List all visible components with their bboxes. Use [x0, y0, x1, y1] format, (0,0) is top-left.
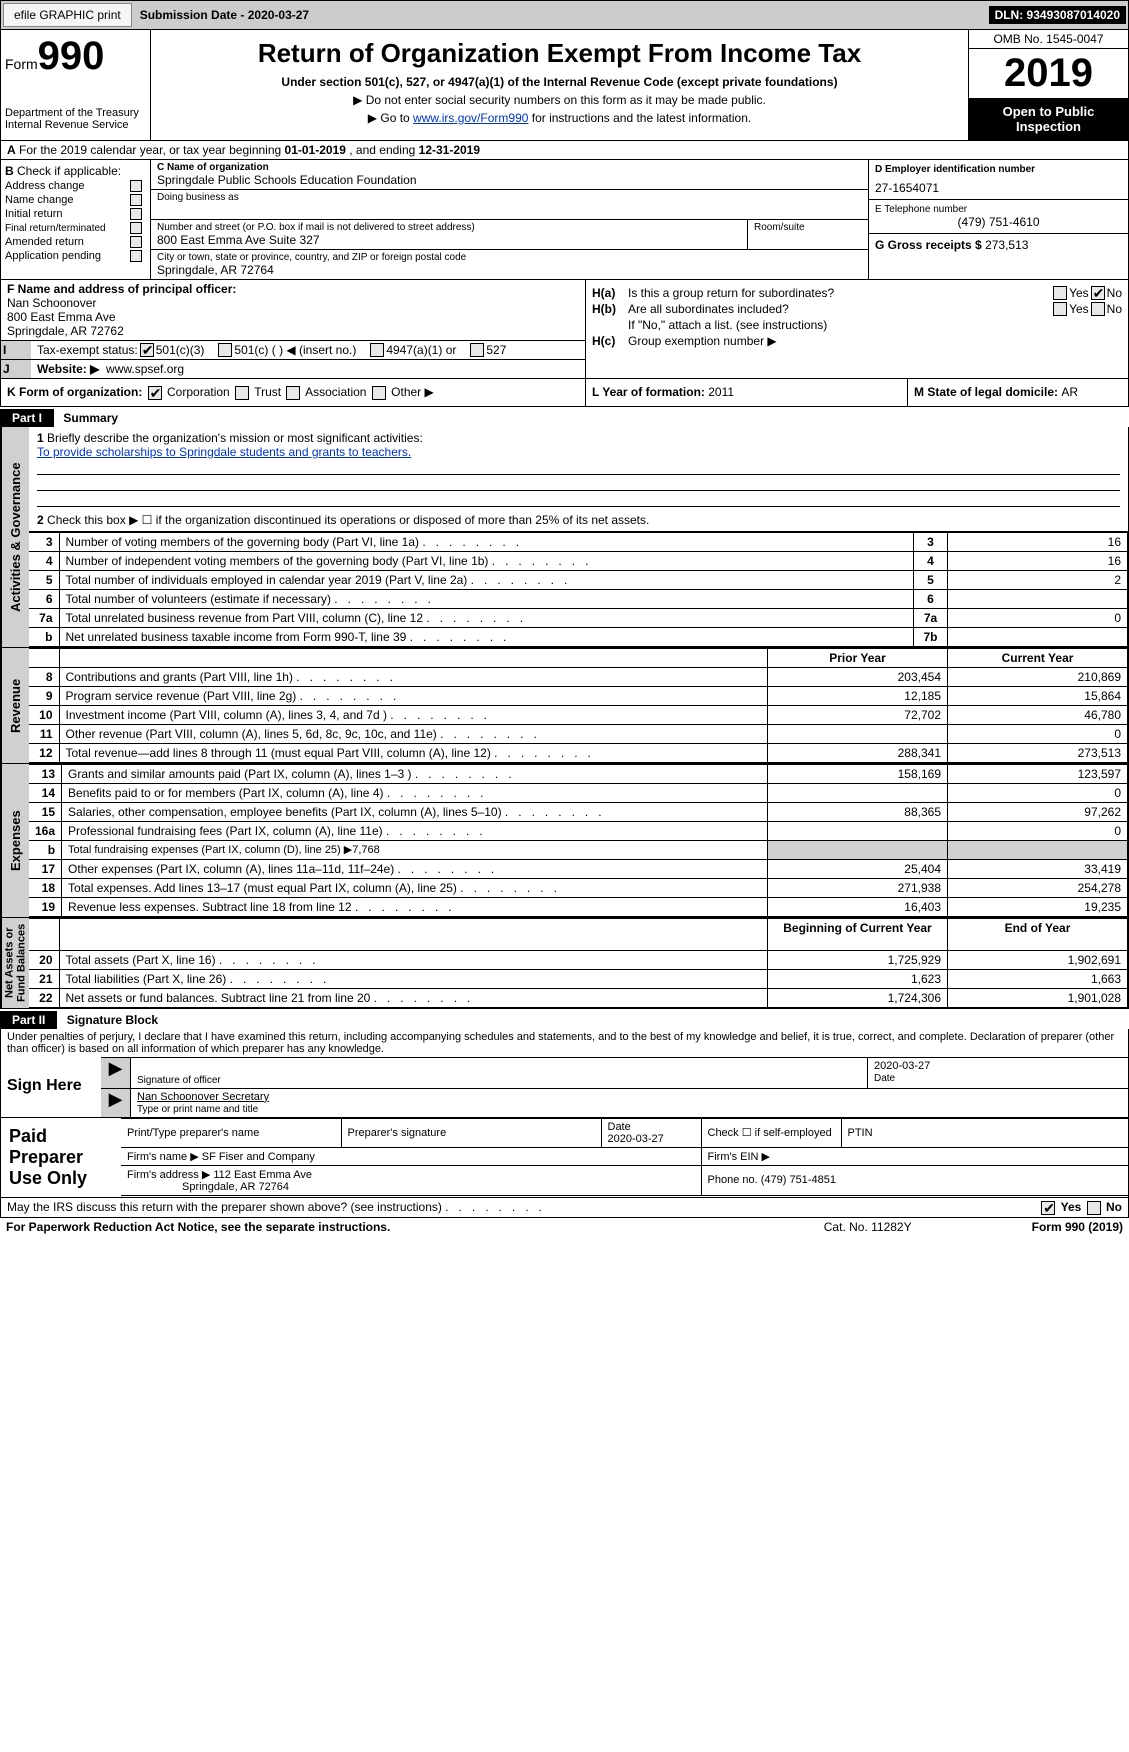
chk-527[interactable] — [470, 343, 484, 357]
sign-here-label: Sign Here — [1, 1057, 101, 1117]
checkbox-icon — [130, 194, 142, 206]
expenses-table: 13Grants and similar amounts paid (Part … — [29, 764, 1128, 917]
omb-no: OMB No. 1545-0047 — [969, 30, 1128, 49]
footer: For Paperwork Reduction Act Notice, see … — [0, 1218, 1129, 1236]
chk-final-return[interactable]: Final return/terminated — [5, 222, 146, 234]
discuss-row: May the IRS discuss this return with the… — [0, 1198, 1129, 1218]
website: www.spsef.org — [106, 362, 184, 376]
period-end: 12-31-2019 — [419, 143, 480, 157]
chk-501c3[interactable] — [140, 343, 154, 357]
dln: DLN: 93493087014020 — [989, 6, 1126, 24]
ha-no[interactable] — [1091, 286, 1105, 300]
hb-no[interactable] — [1091, 302, 1105, 316]
chk-501c[interactable] — [218, 343, 232, 357]
cat-no: Cat. No. 11282Y — [824, 1220, 912, 1234]
officer-addr1: 800 East Emma Ave — [7, 310, 116, 324]
form-no-footer: Form 990 (2019) — [1032, 1220, 1123, 1234]
firm-addr: 112 East Emma Ave — [213, 1169, 312, 1181]
state-domicile: AR — [1061, 385, 1078, 399]
chk-assoc[interactable] — [286, 386, 300, 400]
chk-initial-return[interactable]: Initial return — [5, 208, 146, 220]
chk-amended[interactable]: Amended return — [5, 236, 146, 248]
top-bar: efile GRAPHIC print Submission Date - 20… — [0, 0, 1129, 30]
firm-phone: Phone no. (479) 751-4851 — [701, 1165, 1128, 1195]
checkbox-icon — [130, 180, 142, 192]
paid-preparer-label: Paid Preparer Use Only — [1, 1118, 121, 1197]
firm-name: SF Fiser and Company — [202, 1151, 315, 1163]
mission-link[interactable]: To provide scholarships to Springdale st… — [37, 445, 411, 459]
part-1: Part I Summary — [0, 407, 1129, 427]
part1-header: Part I — [0, 409, 54, 427]
checkbox-icon — [130, 208, 142, 220]
officer-addr2: Springdale, AR 72762 — [7, 324, 124, 338]
ein: 27-1654071 — [875, 181, 1122, 195]
form-title: Return of Organization Exempt From Incom… — [155, 38, 964, 69]
revenue-table: Prior YearCurrent Year8Contributions and… — [29, 648, 1128, 763]
open-to-public: Open to Public Inspection — [969, 98, 1128, 140]
row-k-l-m: K Form of organization: Corporation Trus… — [0, 379, 1129, 407]
submission-date: Submission Date - 2020-03-27 — [140, 8, 309, 22]
preparer-date: 2020-03-27 — [608, 1133, 664, 1145]
part2-title: Signature Block — [67, 1013, 158, 1027]
checkbox-icon — [130, 250, 142, 262]
ha-yes[interactable] — [1053, 286, 1067, 300]
gross-receipts: 273,513 — [985, 238, 1028, 252]
arrow-icon: ▶ — [101, 1058, 131, 1088]
checkbox-icon — [130, 236, 142, 248]
block-f-through-j: F Name and address of principal officer:… — [0, 280, 1129, 379]
part-2: Part II Signature Block — [0, 1009, 1129, 1029]
hb-yes[interactable] — [1053, 302, 1067, 316]
check-if-applicable: Check if applicable: — [17, 164, 121, 178]
discuss-yes[interactable] — [1041, 1201, 1055, 1215]
form-prefix: Form — [5, 56, 38, 72]
dba-label: Doing business as — [157, 192, 862, 203]
vlabel-netassets: Net Assets or Fund Balances — [1, 918, 29, 1008]
form-subtitle: Under section 501(c), 527, or 4947(a)(1)… — [155, 75, 964, 89]
chk-other[interactable] — [372, 386, 386, 400]
telephone: (479) 751-4610 — [875, 215, 1122, 229]
arrow-icon: ▶ — [101, 1089, 131, 1117]
netassets-table: Beginning of Current YearEnd of Year20To… — [29, 918, 1128, 1008]
checkbox-icon — [130, 222, 142, 234]
irs-link[interactable]: www.irs.gov/Form990 — [413, 111, 528, 125]
efile-button[interactable]: efile GRAPHIC print — [3, 3, 132, 27]
tax-year: 2019 — [969, 49, 1128, 98]
perjury-statement: Under penalties of perjury, I declare th… — [1, 1029, 1128, 1057]
goto-note: ▶ Go to www.irs.gov/Form990 for instruct… — [155, 111, 964, 125]
dept-treasury: Department of the Treasury Internal Reve… — [5, 107, 146, 131]
expenses-section: Expenses 13Grants and similar amounts pa… — [1, 763, 1128, 917]
street-address: 800 East Emma Ave Suite 327 — [157, 233, 741, 247]
part1-title: Summary — [63, 411, 118, 425]
form-header: Form990 Department of the Treasury Inter… — [0, 30, 1129, 141]
sig-date: 2020-03-27 — [874, 1060, 930, 1072]
chk-pending[interactable]: Application pending — [5, 250, 146, 262]
paperwork-notice: For Paperwork Reduction Act Notice, see … — [6, 1220, 390, 1234]
vlabel-expenses: Expenses — [1, 764, 29, 917]
chk-address-change[interactable]: Address change — [5, 180, 146, 192]
org-name: Springdale Public Schools Education Foun… — [157, 173, 862, 187]
officer-name: Nan Schoonover — [7, 296, 96, 310]
discuss-no[interactable] — [1087, 1201, 1101, 1215]
officer-name-title: Nan Schoonover Secretary — [137, 1091, 269, 1103]
netassets-section: Net Assets or Fund Balances Beginning of… — [1, 917, 1128, 1008]
row-a: A For the 2019 calendar year, or tax yea… — [0, 141, 1129, 160]
form-number: 990 — [38, 34, 105, 78]
chk-name-change[interactable]: Name change — [5, 194, 146, 206]
chk-trust[interactable] — [235, 386, 249, 400]
ssn-note: ▶ Do not enter social security numbers o… — [155, 93, 964, 107]
chk-4947[interactable] — [370, 343, 384, 357]
governance-table: 3Number of voting members of the governi… — [29, 532, 1128, 647]
governance-section: Activities & Governance 1 Briefly descri… — [1, 427, 1128, 647]
block-b-through-g: B Check if applicable: Address change Na… — [0, 160, 1129, 280]
vlabel-revenue: Revenue — [1, 648, 29, 763]
paid-preparer: Paid Preparer Use Only Print/Type prepar… — [0, 1118, 1129, 1198]
period-begin: 01-01-2019 — [285, 143, 346, 157]
year-formation: 2011 — [708, 385, 734, 399]
city-state-zip: Springdale, AR 72764 — [157, 263, 862, 277]
revenue-section: Revenue Prior YearCurrent Year8Contribut… — [1, 647, 1128, 763]
vlabel-governance: Activities & Governance — [1, 427, 29, 647]
dba-value — [157, 203, 862, 217]
part2-header: Part II — [0, 1011, 57, 1029]
chk-corp[interactable] — [148, 386, 162, 400]
